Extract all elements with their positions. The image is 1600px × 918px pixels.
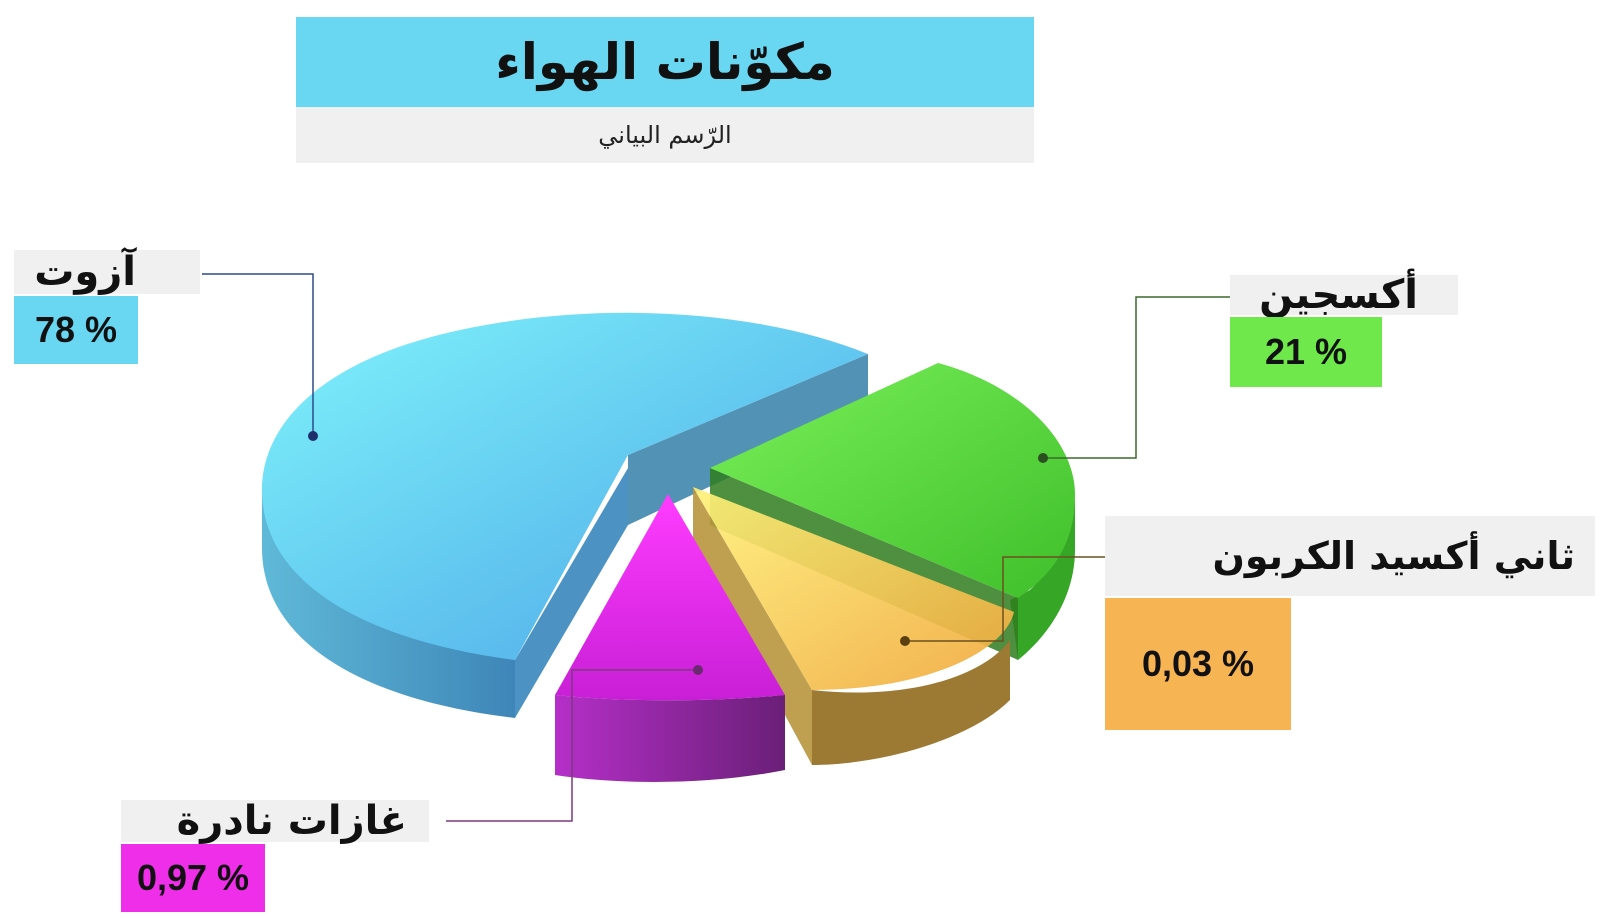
label-co2-value: 0,03 % <box>1105 598 1291 730</box>
label-rare-gases-name: غازات نادرة <box>121 798 429 844</box>
label-rare-gases-value: 0,97 % <box>121 844 265 912</box>
callout-line-rare-gases <box>446 665 703 822</box>
callout-line-co2 <box>900 556 1105 646</box>
chart-title: مكوّنات الهواء <box>296 17 1034 107</box>
label-co2-name: ثاني أكسيد الكربون <box>1105 516 1595 596</box>
chart-subtitle: الرّسم البياني <box>296 107 1034 163</box>
callout-line-nitrogen <box>202 273 318 441</box>
slice-nitrogen <box>262 312 868 718</box>
slice-rare-gases <box>555 494 785 782</box>
label-nitrogen-value: 78 % <box>14 296 138 364</box>
label-oxygen-value: 21 % <box>1230 317 1382 387</box>
callout-line-oxygen <box>1038 296 1230 463</box>
label-nitrogen-name: آزوت <box>14 249 200 295</box>
label-oxygen-name: أكسجين <box>1230 272 1458 318</box>
